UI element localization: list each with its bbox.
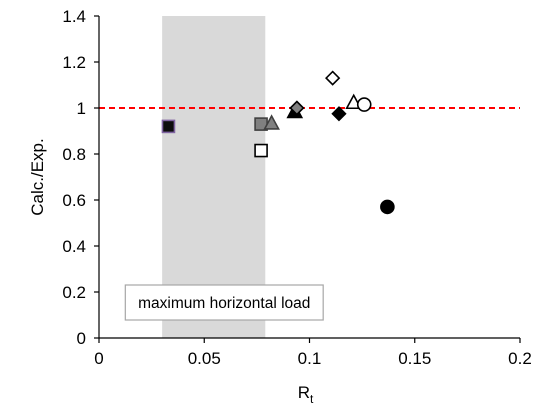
y-tick-label: 0.2 <box>62 283 86 302</box>
x-tick-label: 0.15 <box>398 349 431 368</box>
data-point-square <box>161 119 176 134</box>
data-point-diamond <box>331 106 347 122</box>
x-tick-label: 0.1 <box>298 349 322 368</box>
x-tick-label: 0 <box>94 349 103 368</box>
y-tick-label: 1.2 <box>62 53 86 72</box>
annotation-box <box>124 284 324 321</box>
plot-area: maximum horizontal load 0 0.2 0.4 0.6 0.8 1 1.2… <box>28 7 532 406</box>
x-axis-label: Rt <box>298 383 314 406</box>
data-point-circle <box>356 97 372 112</box>
y-tick-label: 0 <box>77 329 86 348</box>
data-point-diamond <box>289 100 305 116</box>
y-tick-label: 1.4 <box>62 7 86 26</box>
shaded-band <box>162 16 266 338</box>
y-axis-label: Calc./Exp. <box>28 138 47 215</box>
x-tick-label: 0.05 <box>188 349 221 368</box>
y-tick-label: 0.4 <box>62 237 86 256</box>
data-point-diamond <box>325 70 341 86</box>
annotation-text: maximum horizontal load <box>138 295 310 312</box>
x-axis-label-subscript: t <box>310 392 314 406</box>
data-point-circle <box>380 199 395 215</box>
y-tick-label: 0.6 <box>62 191 86 210</box>
y-tick-label: 0.8 <box>62 145 86 164</box>
y-tick-label: 1 <box>77 99 86 118</box>
data-point-triangle <box>263 114 280 130</box>
data-point-square <box>254 143 268 158</box>
x-tick-label: 0.2 <box>508 349 532 368</box>
